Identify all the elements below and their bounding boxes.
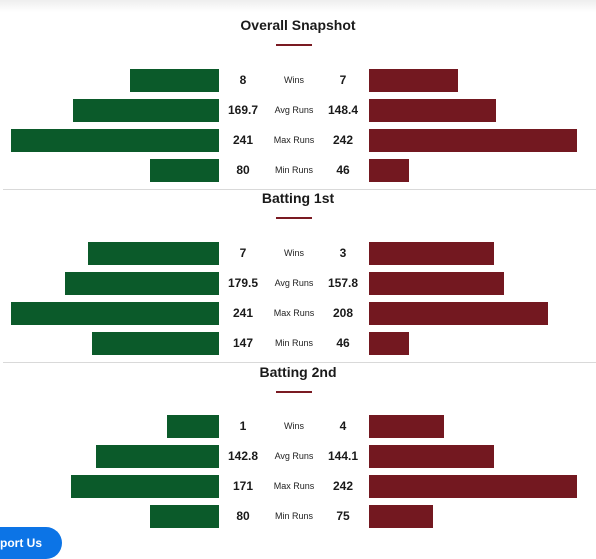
stat-label: Avg Runs — [274, 105, 314, 115]
left-value: 8 — [239, 73, 247, 87]
section-title: Overall Snapshot — [240, 17, 356, 33]
section-title: Batting 2nd — [259, 364, 337, 380]
stat-label: Max Runs — [273, 481, 315, 491]
section-batting-2nd: Batting 2nd 1 Wins 4 142.8 Avg Runs 144.… — [0, 363, 596, 537]
stat-label: Min Runs — [274, 338, 313, 348]
right-bar — [369, 302, 548, 325]
stat-row-max-runs: 241 Max Runs 208 — [0, 302, 596, 326]
stat-row-min-runs: 80 Min Runs 75 — [0, 505, 596, 529]
left-bar — [150, 159, 219, 182]
stat-row-wins: 7 Wins 3 — [0, 242, 596, 266]
right-bar — [369, 505, 433, 528]
right-bar — [369, 99, 496, 122]
stat-row-wins: 8 Wins 7 — [0, 69, 596, 93]
stat-row-avg-runs: 179.5 Avg Runs 157.8 — [0, 272, 596, 296]
section-title: Batting 1st — [261, 190, 335, 206]
left-value: 1 — [239, 419, 247, 433]
right-bar — [369, 445, 494, 468]
section-underline — [276, 391, 312, 393]
section-overall-snapshot: Overall Snapshot 8 Wins 7 169.7 Avg Runs… — [0, 16, 596, 190]
stat-row-avg-runs: 142.8 Avg Runs 144.1 — [0, 445, 596, 469]
left-value: 241 — [232, 133, 254, 147]
right-bar — [369, 272, 504, 295]
left-bar — [71, 475, 219, 498]
left-bar — [130, 69, 219, 92]
left-value: 171 — [232, 479, 254, 493]
right-value: 144.1 — [327, 449, 359, 463]
support-us-button[interactable]: port Us — [0, 527, 62, 559]
stat-label: Max Runs — [273, 135, 315, 145]
section-divider — [3, 362, 596, 363]
right-bar — [369, 242, 494, 265]
left-value: 147 — [232, 336, 254, 350]
stat-label: Min Runs — [274, 511, 313, 521]
right-bar — [369, 129, 577, 152]
left-bar — [65, 272, 219, 295]
right-value: 242 — [332, 133, 354, 147]
right-value: 148.4 — [327, 103, 359, 117]
right-value: 157.8 — [327, 276, 359, 290]
left-value: 241 — [232, 306, 254, 320]
right-value: 7 — [339, 73, 347, 87]
left-bar — [96, 445, 219, 468]
left-value: 80 — [236, 509, 250, 523]
stat-label: Max Runs — [273, 308, 315, 318]
stat-label: Min Runs — [274, 165, 313, 175]
section-batting-1st: Batting 1st 7 Wins 3 179.5 Avg Runs 157.… — [0, 189, 596, 363]
stat-row-min-runs: 147 Min Runs 46 — [0, 332, 596, 356]
left-value: 142.8 — [227, 449, 259, 463]
right-value: 75 — [336, 509, 350, 523]
right-bar — [369, 69, 458, 92]
section-underline — [276, 217, 312, 219]
left-bar — [88, 242, 219, 265]
right-bar — [369, 415, 444, 438]
stat-label: Wins — [284, 421, 304, 431]
left-bar — [150, 505, 219, 528]
right-value: 4 — [339, 419, 347, 433]
stat-row-wins: 1 Wins 4 — [0, 415, 596, 439]
left-bar — [73, 99, 219, 122]
stat-row-avg-runs: 169.7 Avg Runs 148.4 — [0, 99, 596, 123]
stat-label: Wins — [284, 75, 304, 85]
stat-row-max-runs: 171 Max Runs 242 — [0, 475, 596, 499]
stat-label: Wins — [284, 248, 304, 258]
section-divider — [3, 189, 596, 190]
right-value: 208 — [332, 306, 354, 320]
section-underline — [276, 44, 312, 46]
stat-row-min-runs: 80 Min Runs 46 — [0, 159, 596, 183]
right-value: 46 — [336, 336, 350, 350]
left-bar — [11, 302, 219, 325]
right-value: 3 — [339, 246, 347, 260]
right-bar — [369, 159, 409, 182]
right-value: 46 — [336, 163, 350, 177]
left-bar — [11, 129, 219, 152]
left-value: 80 — [236, 163, 250, 177]
stat-label: Avg Runs — [274, 451, 314, 461]
left-value: 169.7 — [227, 103, 259, 117]
left-bar — [167, 415, 219, 438]
right-bar — [369, 475, 577, 498]
left-value: 179.5 — [227, 276, 259, 290]
right-bar — [369, 332, 409, 355]
left-bar — [92, 332, 219, 355]
left-value: 7 — [239, 246, 247, 260]
right-value: 242 — [332, 479, 354, 493]
stat-row-max-runs: 241 Max Runs 242 — [0, 129, 596, 153]
stat-label: Avg Runs — [274, 278, 314, 288]
top-shadow — [0, 0, 596, 12]
